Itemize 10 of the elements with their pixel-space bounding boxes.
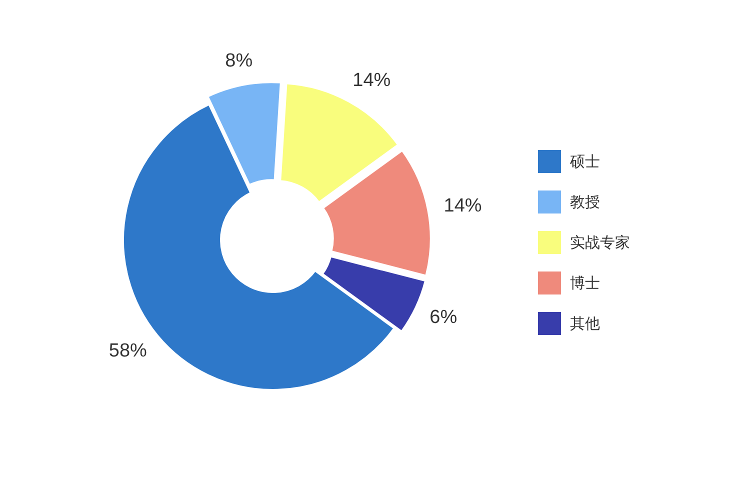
data-label: 6%	[430, 306, 458, 328]
legend-label: 硕士	[569, 154, 600, 170]
legend-label: 教授	[570, 194, 600, 211]
data-label: 14%	[444, 195, 482, 216]
legend-label: 其他	[570, 316, 600, 332]
data-label: 8%	[225, 50, 253, 72]
legend-label: 博士	[570, 275, 600, 292]
data-label: 14%	[352, 70, 391, 92]
data-label: 58%	[108, 340, 148, 362]
legend-label: 实战专家	[570, 234, 630, 252]
